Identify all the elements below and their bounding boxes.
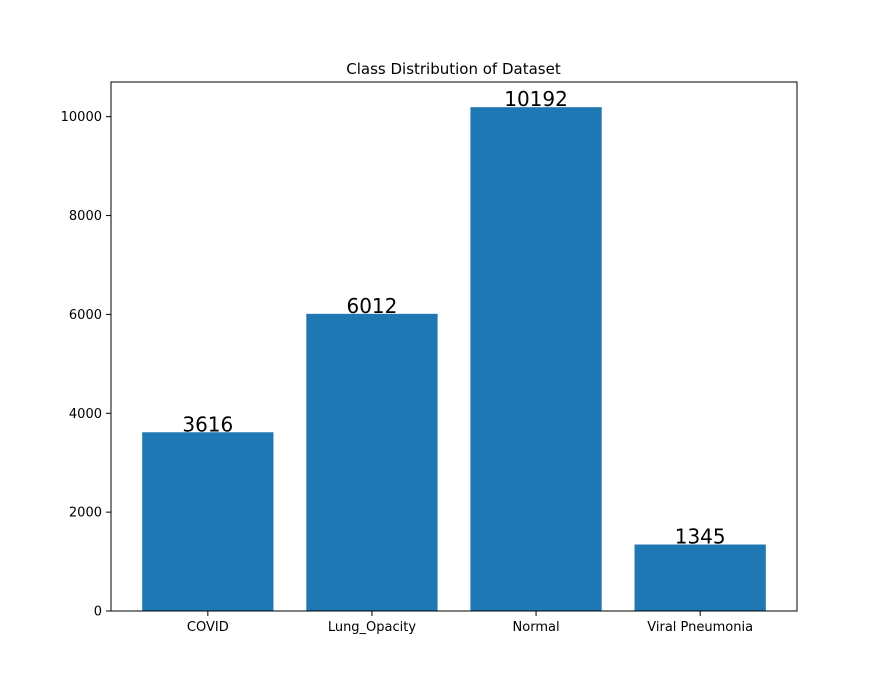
plot-frame <box>110 81 798 612</box>
data-labels-group: 3616 6012 10192 1345 <box>182 87 725 548</box>
bar-lung-opacity <box>306 313 438 611</box>
chart-title: Class Distribution of Dataset <box>346 60 561 78</box>
axes-group: COVID Lung_Opacity Normal Viral Pneumonia 0 2… <box>61 81 798 635</box>
y-tick-label: 2000 <box>69 506 102 521</box>
y-tick-label: 10000 <box>61 110 102 125</box>
bars-group <box>142 107 766 611</box>
x-tick-label: Normal <box>513 620 560 635</box>
data-label: 6012 <box>346 294 397 318</box>
bar-covid <box>142 432 274 611</box>
data-label: 3616 <box>182 412 233 436</box>
data-label: 1345 <box>675 525 726 549</box>
y-tick-label: 0 <box>94 605 102 620</box>
bar-normal <box>470 107 602 611</box>
x-tick-label: COVID <box>187 620 229 635</box>
x-tick-label: Lung_Opacity <box>328 620 417 635</box>
x-tick-label: Viral Pneumonia <box>647 620 753 635</box>
y-tick-label: 6000 <box>69 308 102 323</box>
data-label: 10192 <box>504 87 568 111</box>
bar-viral-pneumonia <box>634 544 766 611</box>
y-tick-label: 4000 <box>69 407 102 422</box>
y-tick-label: 8000 <box>69 209 102 224</box>
